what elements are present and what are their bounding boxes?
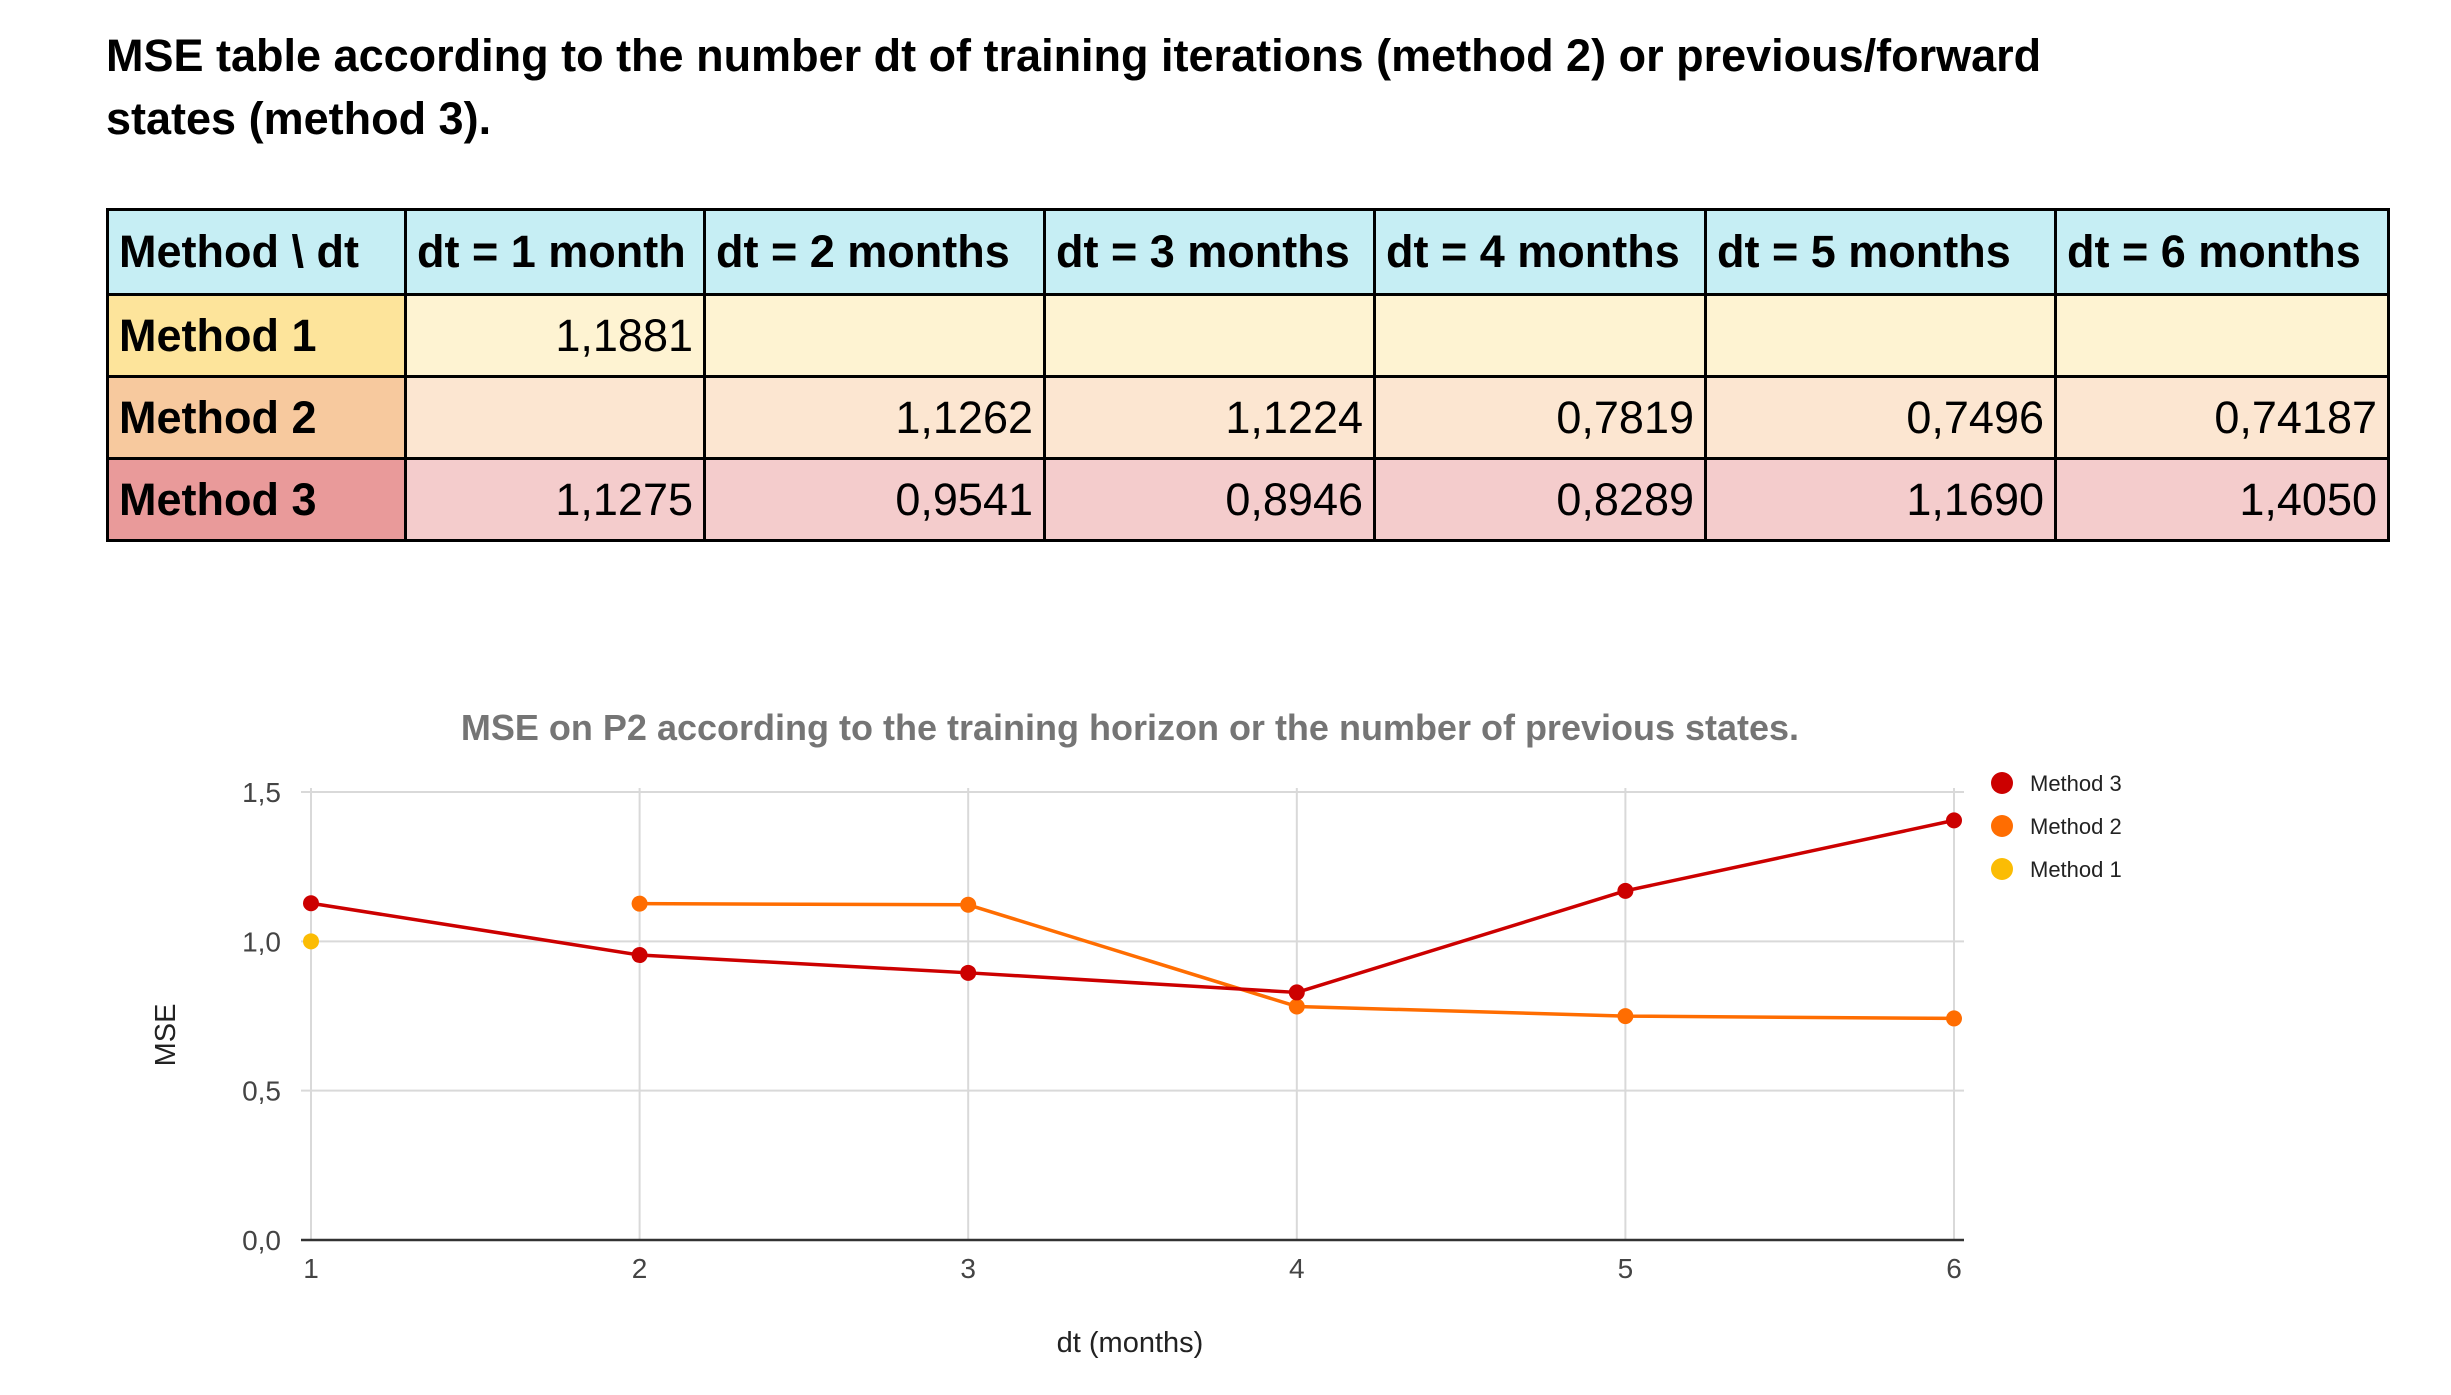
data-point	[1288, 984, 1305, 1001]
data-point	[1946, 1010, 1962, 1027]
series-method-1	[303, 933, 319, 950]
table-row-method-1: Method 1 1,1881	[106, 293, 2390, 378]
y-axis-label: MSE	[150, 1004, 182, 1067]
table-cell: 0,8289	[1373, 457, 1707, 542]
data-point	[1617, 882, 1634, 899]
table-cell: 0,9541	[703, 457, 1046, 542]
x-tick-label: 2	[632, 1253, 648, 1284]
table-cell	[703, 293, 1046, 378]
chart-legend: Method 3 Method 2 Method 1	[1991, 771, 2122, 882]
chart-gridlines	[301, 788, 1964, 1240]
table-cell: 1,4050	[2054, 457, 2390, 542]
table-cell: 1,1881	[404, 293, 706, 378]
row-label-method-3: Method 3	[106, 457, 407, 542]
header-dt-5: dt = 5 months	[1704, 208, 2057, 296]
x-tick-label: 4	[1289, 1253, 1305, 1284]
x-tick-label: 5	[1618, 1253, 1634, 1284]
table-header-row: Method \ dt dt = 1 month dt = 2 months d…	[106, 208, 2390, 296]
table-row-method-2: Method 2 1,1262 1,1224 0,7819 0,7496 0,7…	[106, 375, 2390, 460]
legend-label: Method 1	[2030, 857, 2122, 882]
table-cell: 0,7496	[1704, 375, 2057, 460]
x-axis-label: dt (months)	[1057, 1327, 1204, 1359]
legend-item: Method 3	[1991, 771, 2122, 796]
data-point	[960, 964, 977, 981]
legend-marker	[1991, 772, 2013, 794]
header-dt-2: dt = 2 months	[703, 208, 1046, 296]
table-cell: 1,1224	[1043, 375, 1376, 460]
mse-table: Method \ dt dt = 1 month dt = 2 months d…	[106, 208, 2390, 542]
x-tick-label: 1	[303, 1253, 319, 1284]
table-cell: 0,7819	[1373, 375, 1707, 460]
data-point	[631, 947, 648, 964]
table-cell: 0,8946	[1043, 457, 1376, 542]
legend-label: Method 2	[2030, 814, 2122, 839]
series-method-3	[303, 812, 1962, 1001]
header-dt-4: dt = 4 months	[1373, 208, 1707, 296]
page-heading: MSE table according to the number dt of …	[106, 24, 2226, 150]
table-cell: 1,1690	[1704, 457, 2057, 542]
heading-line-2: states (method 3).	[106, 93, 492, 144]
data-point	[1617, 1008, 1634, 1025]
table-cell	[404, 375, 706, 460]
row-label-method-1: Method 1	[106, 293, 407, 378]
table-cell	[1373, 293, 1707, 378]
legend-label: Method 3	[2030, 771, 2122, 796]
y-tick-label: 0,5	[242, 1076, 281, 1107]
header-dt-6: dt = 6 months	[2054, 208, 2390, 296]
data-point	[1946, 812, 1962, 829]
legend-marker	[1991, 858, 2013, 880]
data-point	[1288, 998, 1305, 1015]
data-point	[303, 895, 319, 912]
data-point	[303, 933, 319, 950]
header-method-dt: Method \ dt	[106, 208, 407, 296]
chart-series	[303, 812, 1962, 1027]
legend-marker	[1991, 815, 2013, 837]
table-cell: 0,74187	[2054, 375, 2390, 460]
data-point	[631, 895, 648, 912]
table-cell	[1704, 293, 2057, 378]
x-tick-label: 3	[960, 1253, 976, 1284]
chart-title: MSE on P2 according to the training hori…	[461, 707, 1799, 748]
table-cell: 1,1262	[703, 375, 1046, 460]
row-label-method-2: Method 2	[106, 375, 407, 460]
data-point	[960, 896, 977, 913]
chart-container: MSE on P2 according to the training hori…	[0, 680, 2451, 1395]
table-row-method-3: Method 3 1,1275 0,9541 0,8946 0,8289 1,1…	[106, 457, 2390, 542]
series-line	[310, 818, 1955, 995]
y-tick-label: 1,0	[242, 926, 281, 957]
table-cell: 1,1275	[404, 457, 706, 542]
legend-item: Method 1	[1991, 857, 2122, 882]
heading-line-1: MSE table according to the number dt of …	[106, 30, 2042, 81]
header-dt-1: dt = 1 month	[404, 208, 706, 296]
chart-axes: 0,0 0,5 1,0 1,5 1 2 3 4 5 6	[242, 777, 1964, 1284]
table-cell	[1043, 293, 1376, 378]
mse-line-chart: MSE on P2 according to the training hori…	[150, 707, 2122, 1359]
header-dt-3: dt = 3 months	[1043, 208, 1376, 296]
y-tick-label: 1,5	[242, 777, 281, 808]
series-method-2	[631, 895, 1962, 1027]
x-tick-label: 6	[1946, 1253, 1962, 1284]
table-cell	[2054, 293, 2390, 378]
legend-item: Method 2	[1991, 814, 2122, 839]
y-tick-label: 0,0	[242, 1225, 281, 1256]
